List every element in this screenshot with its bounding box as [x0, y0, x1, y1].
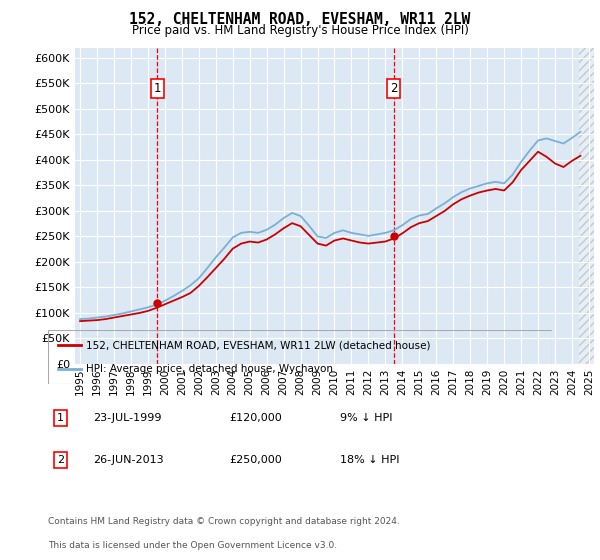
Text: £250,000: £250,000	[229, 455, 282, 465]
Text: 2: 2	[57, 455, 64, 465]
Text: 152, CHELTENHAM ROAD, EVESHAM, WR11 2LW: 152, CHELTENHAM ROAD, EVESHAM, WR11 2LW	[130, 12, 470, 27]
Text: 18% ↓ HPI: 18% ↓ HPI	[340, 455, 400, 465]
Text: HPI: Average price, detached house, Wychavon: HPI: Average price, detached house, Wych…	[86, 363, 333, 374]
Text: £120,000: £120,000	[229, 413, 282, 423]
Text: 2: 2	[390, 82, 397, 95]
Text: 26-JUN-2013: 26-JUN-2013	[94, 455, 164, 465]
Text: 9% ↓ HPI: 9% ↓ HPI	[340, 413, 393, 423]
Text: 152, CHELTENHAM ROAD, EVESHAM, WR11 2LW (detached house): 152, CHELTENHAM ROAD, EVESHAM, WR11 2LW …	[86, 340, 430, 351]
Text: 23-JUL-1999: 23-JUL-1999	[94, 413, 162, 423]
Text: Price paid vs. HM Land Registry's House Price Index (HPI): Price paid vs. HM Land Registry's House …	[131, 24, 469, 37]
Text: This data is licensed under the Open Government Licence v3.0.: This data is licensed under the Open Gov…	[48, 541, 337, 550]
Text: Contains HM Land Registry data © Crown copyright and database right 2024.: Contains HM Land Registry data © Crown c…	[48, 517, 400, 526]
Text: 1: 1	[154, 82, 161, 95]
Text: 1: 1	[57, 413, 64, 423]
